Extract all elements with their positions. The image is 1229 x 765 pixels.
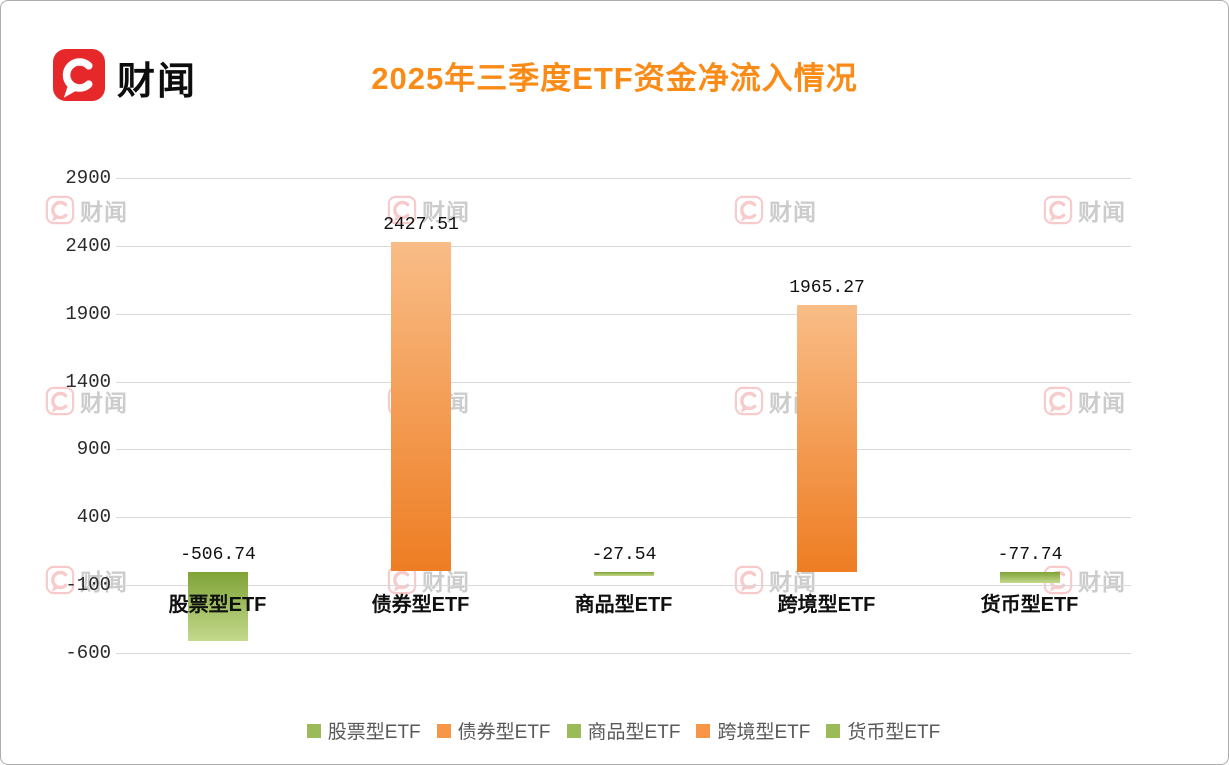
- category-label: 商品型ETF: [574, 594, 673, 616]
- watermark: 财闻: [45, 563, 128, 597]
- legend-color-swatch: [696, 723, 711, 738]
- y-tick-label: 2400: [65, 235, 111, 257]
- chart-title: 2025年三季度ETF资金净流入情况: [371, 61, 858, 96]
- y-tick-label: 1900: [65, 303, 111, 325]
- legend-label: 跨境型ETF: [717, 722, 811, 743]
- watermark-text: 财闻: [422, 199, 470, 225]
- y-tick-label: 1400: [65, 371, 111, 393]
- legend-label: 股票型ETF: [327, 722, 421, 743]
- brand-logo-icon: [53, 49, 105, 106]
- watermark-text: 财闻: [769, 199, 817, 225]
- gridline: [116, 517, 1131, 518]
- category-label: 股票型ETF: [168, 594, 267, 616]
- legend-item: 股票型ETF: [306, 717, 421, 744]
- legend-color-swatch: [306, 723, 321, 738]
- bar: [797, 305, 857, 572]
- gridline: [116, 178, 1131, 179]
- legend-item: 商品型ETF: [566, 717, 681, 744]
- brand-logo: 财闻: [53, 49, 197, 106]
- gridline: [116, 246, 1131, 247]
- watermark-logo-icon: [734, 565, 764, 595]
- bar: [391, 242, 451, 571]
- watermark: 财闻: [1043, 193, 1126, 227]
- category-label: 货币型ETF: [980, 594, 1079, 616]
- watermark-logo-icon: [1043, 386, 1073, 416]
- watermark-logo-icon: [45, 195, 75, 225]
- watermark-text: 财闻: [422, 569, 470, 595]
- watermark: 财闻: [1043, 384, 1126, 418]
- watermark: 财闻: [45, 384, 128, 418]
- bar: [1000, 572, 1060, 583]
- watermark-text: 财闻: [1078, 390, 1126, 416]
- watermark: 财闻: [387, 193, 470, 227]
- legend-item: 货币型ETF: [826, 717, 940, 744]
- watermark-logo-icon: [387, 565, 417, 595]
- bar-value-label: 2427.51: [383, 215, 459, 235]
- gridline: [116, 449, 1131, 450]
- bar-value-label: -27.54: [591, 545, 657, 565]
- y-tick-label: 400: [76, 506, 111, 528]
- watermark-logo-icon: [1043, 195, 1073, 225]
- legend-color-swatch: [566, 723, 581, 738]
- legend-label: 货币型ETF: [847, 722, 941, 743]
- legend-item: 跨境型ETF: [696, 717, 810, 744]
- watermark-logo-icon: [734, 386, 764, 416]
- bar: [594, 572, 654, 576]
- bar-value-label: -77.74: [997, 545, 1063, 565]
- legend-label: 债券型ETF: [457, 722, 551, 743]
- watermark: 财闻: [734, 563, 817, 597]
- watermark-logo-icon: [734, 195, 764, 225]
- watermark-text: 财闻: [1078, 569, 1126, 595]
- y-tick-label: 900: [76, 438, 111, 460]
- bar-value-label: -506.74: [180, 545, 256, 565]
- gridline: [116, 585, 1131, 586]
- gridline: [116, 382, 1131, 383]
- bar: [188, 572, 248, 641]
- category-label: 债券型ETF: [371, 594, 470, 616]
- watermark-text: 财闻: [80, 199, 128, 225]
- y-tick-label: -600: [65, 642, 111, 664]
- watermark: 财闻: [45, 193, 128, 227]
- watermark-logo-icon: [387, 195, 417, 225]
- watermark: 财闻: [387, 563, 470, 597]
- legend-label: 商品型ETF: [587, 722, 681, 743]
- gridline: [116, 314, 1131, 315]
- y-tick-label: 2900: [65, 167, 111, 189]
- chart-legend: 股票型ETF 债券型ETF 商品型ETF 跨境型ETF 货币型ETF: [116, 717, 1131, 744]
- legend-color-swatch: [436, 723, 451, 738]
- legend-color-swatch: [826, 723, 841, 738]
- watermark-text: 财闻: [769, 569, 817, 595]
- category-label: 跨境型ETF: [777, 594, 876, 616]
- bar-value-label: 1965.27: [789, 278, 865, 298]
- watermark: 财闻: [734, 193, 817, 227]
- brand-logo-text: 财闻: [117, 61, 198, 103]
- legend-item: 债券型ETF: [436, 717, 551, 744]
- watermark-text: 财闻: [80, 390, 128, 416]
- gridline: [116, 653, 1131, 654]
- y-tick-label: -100: [65, 574, 111, 596]
- watermark: 财闻: [1043, 563, 1126, 597]
- watermark-logo-icon: [45, 386, 75, 416]
- watermark-text: 财闻: [1078, 199, 1126, 225]
- watermark-text: 财闻: [80, 569, 128, 595]
- watermark-logo-icon: [45, 565, 75, 595]
